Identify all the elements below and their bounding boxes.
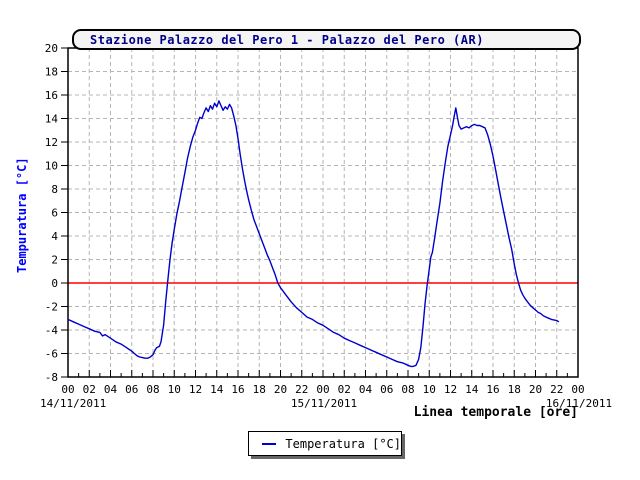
x-tick-label: 16 xyxy=(231,383,244,396)
x-tick-label: 12 xyxy=(189,383,202,396)
temperature-line xyxy=(67,100,560,368)
x-tick-label: 06 xyxy=(380,383,393,396)
y-tick-label: 20 xyxy=(45,42,58,55)
x-tick-label: 12 xyxy=(444,383,457,396)
x-tick-label: 08 xyxy=(401,383,414,396)
x-tick-label: 16 xyxy=(486,383,499,396)
legend-label: Temperatura [°C] xyxy=(285,436,401,451)
x-tick-label: 20 xyxy=(529,383,542,396)
x-tick-label: 06 xyxy=(125,383,138,396)
y-tick-label: 12 xyxy=(45,136,58,149)
chart-title-box: Stazione Palazzo del Pero 1 - Palazzo de… xyxy=(72,29,581,50)
y-tick-label: -6 xyxy=(45,348,58,361)
y-axis-title: Tempuratura [°C] xyxy=(15,157,29,273)
y-tick-label: 8 xyxy=(51,183,58,196)
x-tick-label: 00 xyxy=(316,383,329,396)
x-tick-label: 18 xyxy=(508,383,521,396)
x-tick-label: 10 xyxy=(168,383,181,396)
x-tick-label: 08 xyxy=(146,383,159,396)
y-tick-label: 0 xyxy=(51,277,58,290)
x-tick-label: 18 xyxy=(253,383,266,396)
x-tick-label: 14 xyxy=(210,383,224,396)
y-tick-label: 16 xyxy=(45,89,58,102)
date-label-end: 16/11/2011 xyxy=(545,397,613,410)
legend: Temperatura [°C] xyxy=(248,431,402,456)
y-tick-label: 6 xyxy=(51,207,58,220)
y-tick-label: 4 xyxy=(51,230,58,243)
x-axis-title: Linea temporale [ore] xyxy=(413,405,578,420)
y-tick-label: -4 xyxy=(45,324,59,337)
y-tick-label: -8 xyxy=(45,371,58,384)
x-tick-label: 02 xyxy=(338,383,351,396)
date-label-start: 14/11/2011 xyxy=(40,397,107,410)
y-tick-label: 10 xyxy=(45,160,58,173)
date-label-middle: 15/11/2011 xyxy=(290,397,358,410)
x-tick-label: 22 xyxy=(550,383,563,396)
y-tick-label: -2 xyxy=(45,301,58,314)
y-tick-label: 2 xyxy=(51,254,58,267)
x-tick-label: 02 xyxy=(83,383,96,396)
x-tick-label: 04 xyxy=(359,383,373,396)
legend-line-swatch xyxy=(262,442,277,445)
x-tick-label: 00 xyxy=(61,383,74,396)
x-tick-label: 14 xyxy=(465,383,479,396)
x-tick-label: 10 xyxy=(423,383,436,396)
x-tick-label: 22 xyxy=(295,383,308,396)
y-tick-label: 14 xyxy=(45,113,59,126)
x-tick-label: 20 xyxy=(274,383,287,396)
x-tick-label: 00 xyxy=(571,383,584,396)
y-tick-label: 18 xyxy=(45,66,58,79)
chart-title: Stazione Palazzo del Pero 1 - Palazzo de… xyxy=(90,32,484,47)
x-tick-label: 04 xyxy=(104,383,118,396)
